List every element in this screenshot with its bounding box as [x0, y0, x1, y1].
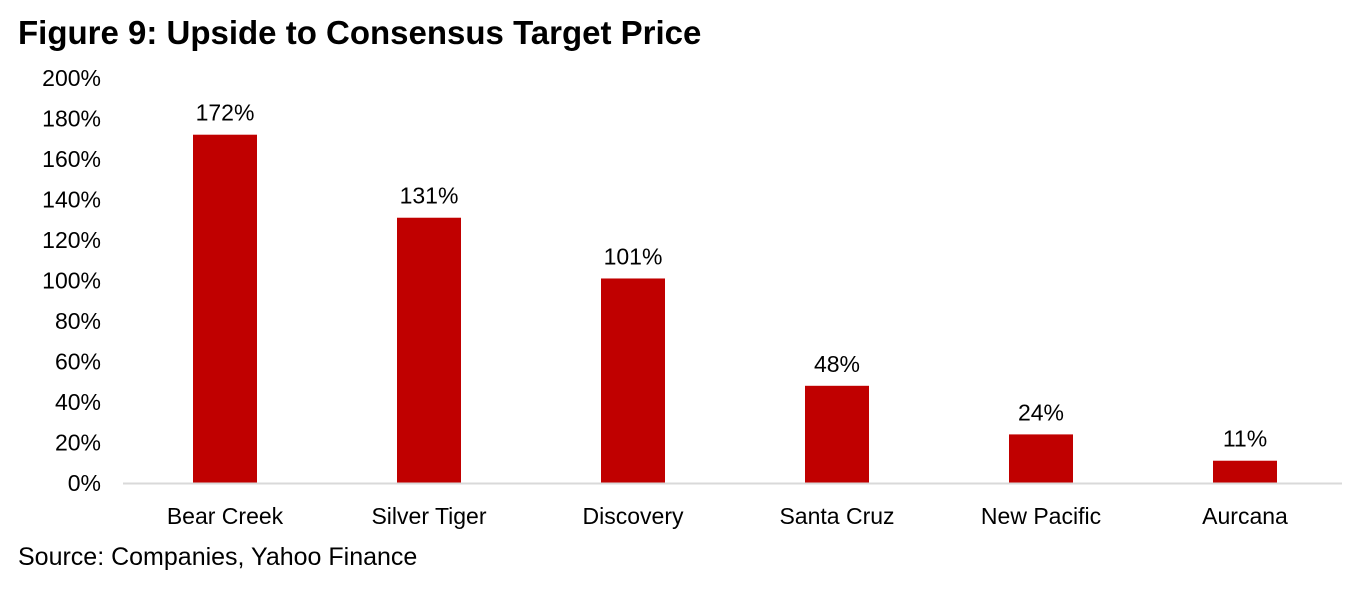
data-label: 11%	[1223, 426, 1267, 452]
x-tick-label: Discovery	[583, 503, 684, 529]
y-tick-label: 80%	[55, 308, 101, 334]
bar-new-pacific	[1009, 434, 1073, 483]
y-tick-label: 200%	[42, 65, 101, 91]
bar-aurcana	[1213, 460, 1277, 483]
x-tick-label: Aurcana	[1202, 503, 1288, 529]
data-label: 101%	[604, 243, 663, 269]
y-tick-label: 140%	[42, 187, 101, 213]
y-tick-label: 60%	[55, 349, 101, 375]
y-tick-label: 120%	[42, 227, 101, 253]
y-tick-label: 100%	[42, 268, 101, 294]
y-tick-label: 20%	[55, 430, 101, 456]
data-label: 48%	[814, 351, 860, 377]
data-label: 24%	[1018, 399, 1064, 425]
y-tick-label: 180%	[42, 106, 101, 132]
y-tick-label: 160%	[42, 146, 101, 172]
x-tick-label: Santa Cruz	[779, 503, 894, 529]
chart-title: Figure 9: Upside to Consensus Target Pri…	[18, 14, 702, 51]
bar-silver-tiger	[397, 217, 461, 483]
bar-bear-creek	[193, 134, 257, 483]
x-tick-label: New Pacific	[981, 503, 1101, 529]
bar-discovery	[601, 278, 665, 483]
data-label: 172%	[196, 100, 255, 126]
data-label: 131%	[400, 183, 459, 209]
y-tick-label: 0%	[68, 470, 101, 496]
bar-santa-cruz	[805, 385, 869, 483]
source-note: Source: Companies, Yahoo Finance	[18, 543, 418, 571]
y-tick-label: 40%	[55, 389, 101, 415]
x-tick-label: Silver Tiger	[371, 503, 486, 529]
x-tick-label: Bear Creek	[167, 503, 284, 529]
